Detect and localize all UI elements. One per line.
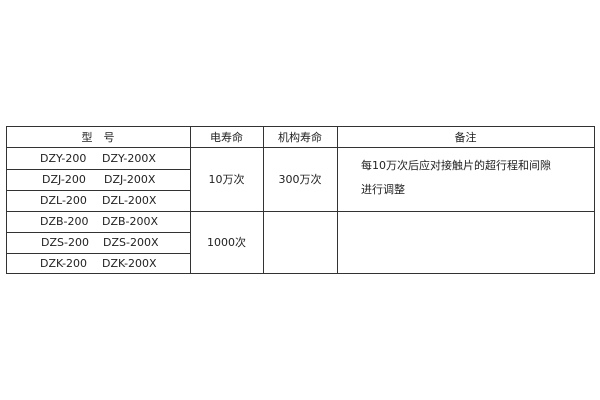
row-divider: [6, 253, 190, 254]
table-border-top: [6, 126, 595, 127]
model-code-x: DZY-200X: [102, 151, 156, 165]
row-divider: [6, 190, 190, 191]
column-divider: [337, 126, 338, 274]
electrical-life-cell: 1000次: [207, 236, 246, 249]
model-code-x: DZJ-200X: [104, 173, 156, 186]
table-border-bottom: [6, 273, 595, 274]
table-row: DZK-200 DZK-200X: [40, 253, 190, 273]
column-divider: [190, 126, 191, 274]
model-code: DZY-200: [40, 151, 87, 165]
group-divider: [6, 211, 595, 212]
table-row: DZB-200 DZB-200X: [40, 211, 190, 232]
remarks-line-2: 进行调整: [361, 183, 405, 196]
model-code-x: DZS-200X: [103, 236, 159, 249]
table-row: DZJ-200 DZJ-200X: [42, 169, 190, 190]
model-code-x: DZL-200X: [102, 194, 157, 207]
header-electrical-life: 电寿命: [210, 130, 243, 144]
model-code-x: DZB-200X: [102, 215, 159, 228]
mechanical-life-cell: 300万次: [278, 173, 322, 186]
table-border-left: [6, 126, 7, 274]
row-divider: [6, 169, 190, 170]
model-code: DZL-200: [40, 194, 87, 207]
header-model: 型 号: [81, 130, 115, 144]
model-code: DZS-200: [41, 236, 89, 249]
model-code: DZB-200: [40, 215, 89, 228]
column-divider: [263, 126, 264, 274]
remarks-line-1: 每10万次后应对接触片的超行程和间隙: [361, 159, 551, 172]
table-row: DZS-200 DZS-200X: [41, 232, 190, 253]
model-code: DZK-200: [40, 256, 88, 270]
model-code: DZJ-200: [42, 173, 86, 186]
mechanical-life-cell: [263, 211, 337, 273]
model-code-x: DZK-200X: [102, 256, 157, 270]
table-row: DZY-200 DZY-200X: [40, 147, 190, 169]
header-mechanical-life: 机构寿命: [278, 130, 322, 144]
header-divider: [6, 147, 595, 148]
header-remarks: 备注: [454, 130, 477, 144]
table-row: DZL-200 DZL-200X: [40, 190, 190, 211]
row-divider: [6, 232, 190, 233]
electrical-life-cell: 10万次: [208, 173, 245, 186]
table-border-right: [594, 126, 595, 274]
